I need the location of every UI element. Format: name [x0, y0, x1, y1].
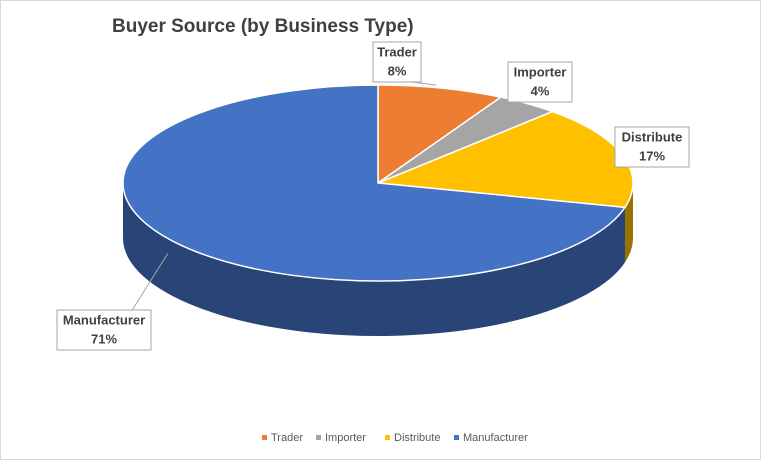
chart-title: Buyer Source (by Business Type): [112, 16, 414, 37]
label-category: Importer: [514, 64, 567, 79]
label-box: [614, 126, 690, 168]
legend-label: Importer: [325, 432, 366, 444]
legend-label: Trader: [271, 432, 303, 444]
pie-tops: [122, 84, 634, 282]
label-category: Manufacturer: [63, 312, 145, 327]
label-box: [372, 41, 422, 83]
pie-sides: [123, 183, 633, 337]
label-box: [56, 309, 152, 351]
legend-swatch: [385, 435, 390, 440]
slice-side: [123, 183, 625, 337]
label-value: 17%: [639, 148, 665, 163]
legend-label: Manufacturer: [463, 432, 528, 444]
data-labels: Trader 8% Importer 4% Distribute 17% Manufactu…: [56, 41, 690, 351]
label-value: 4%: [531, 83, 550, 98]
label-value: 8%: [388, 63, 407, 78]
legend-swatch: [316, 435, 321, 440]
label-box: [507, 61, 573, 103]
label-category: Distribute: [622, 129, 683, 144]
leader-line: [131, 253, 169, 311]
label-category: Trader: [377, 44, 417, 59]
legend-label: Distribute: [394, 432, 440, 444]
slice: [122, 84, 627, 282]
legend: Trader Importer Distribute Manufacturer: [262, 432, 528, 444]
label-value: 71%: [91, 331, 117, 346]
slice-side: [624, 183, 633, 263]
slice: [377, 84, 503, 185]
legend-swatch: [262, 435, 267, 440]
legend-swatch: [454, 435, 459, 440]
